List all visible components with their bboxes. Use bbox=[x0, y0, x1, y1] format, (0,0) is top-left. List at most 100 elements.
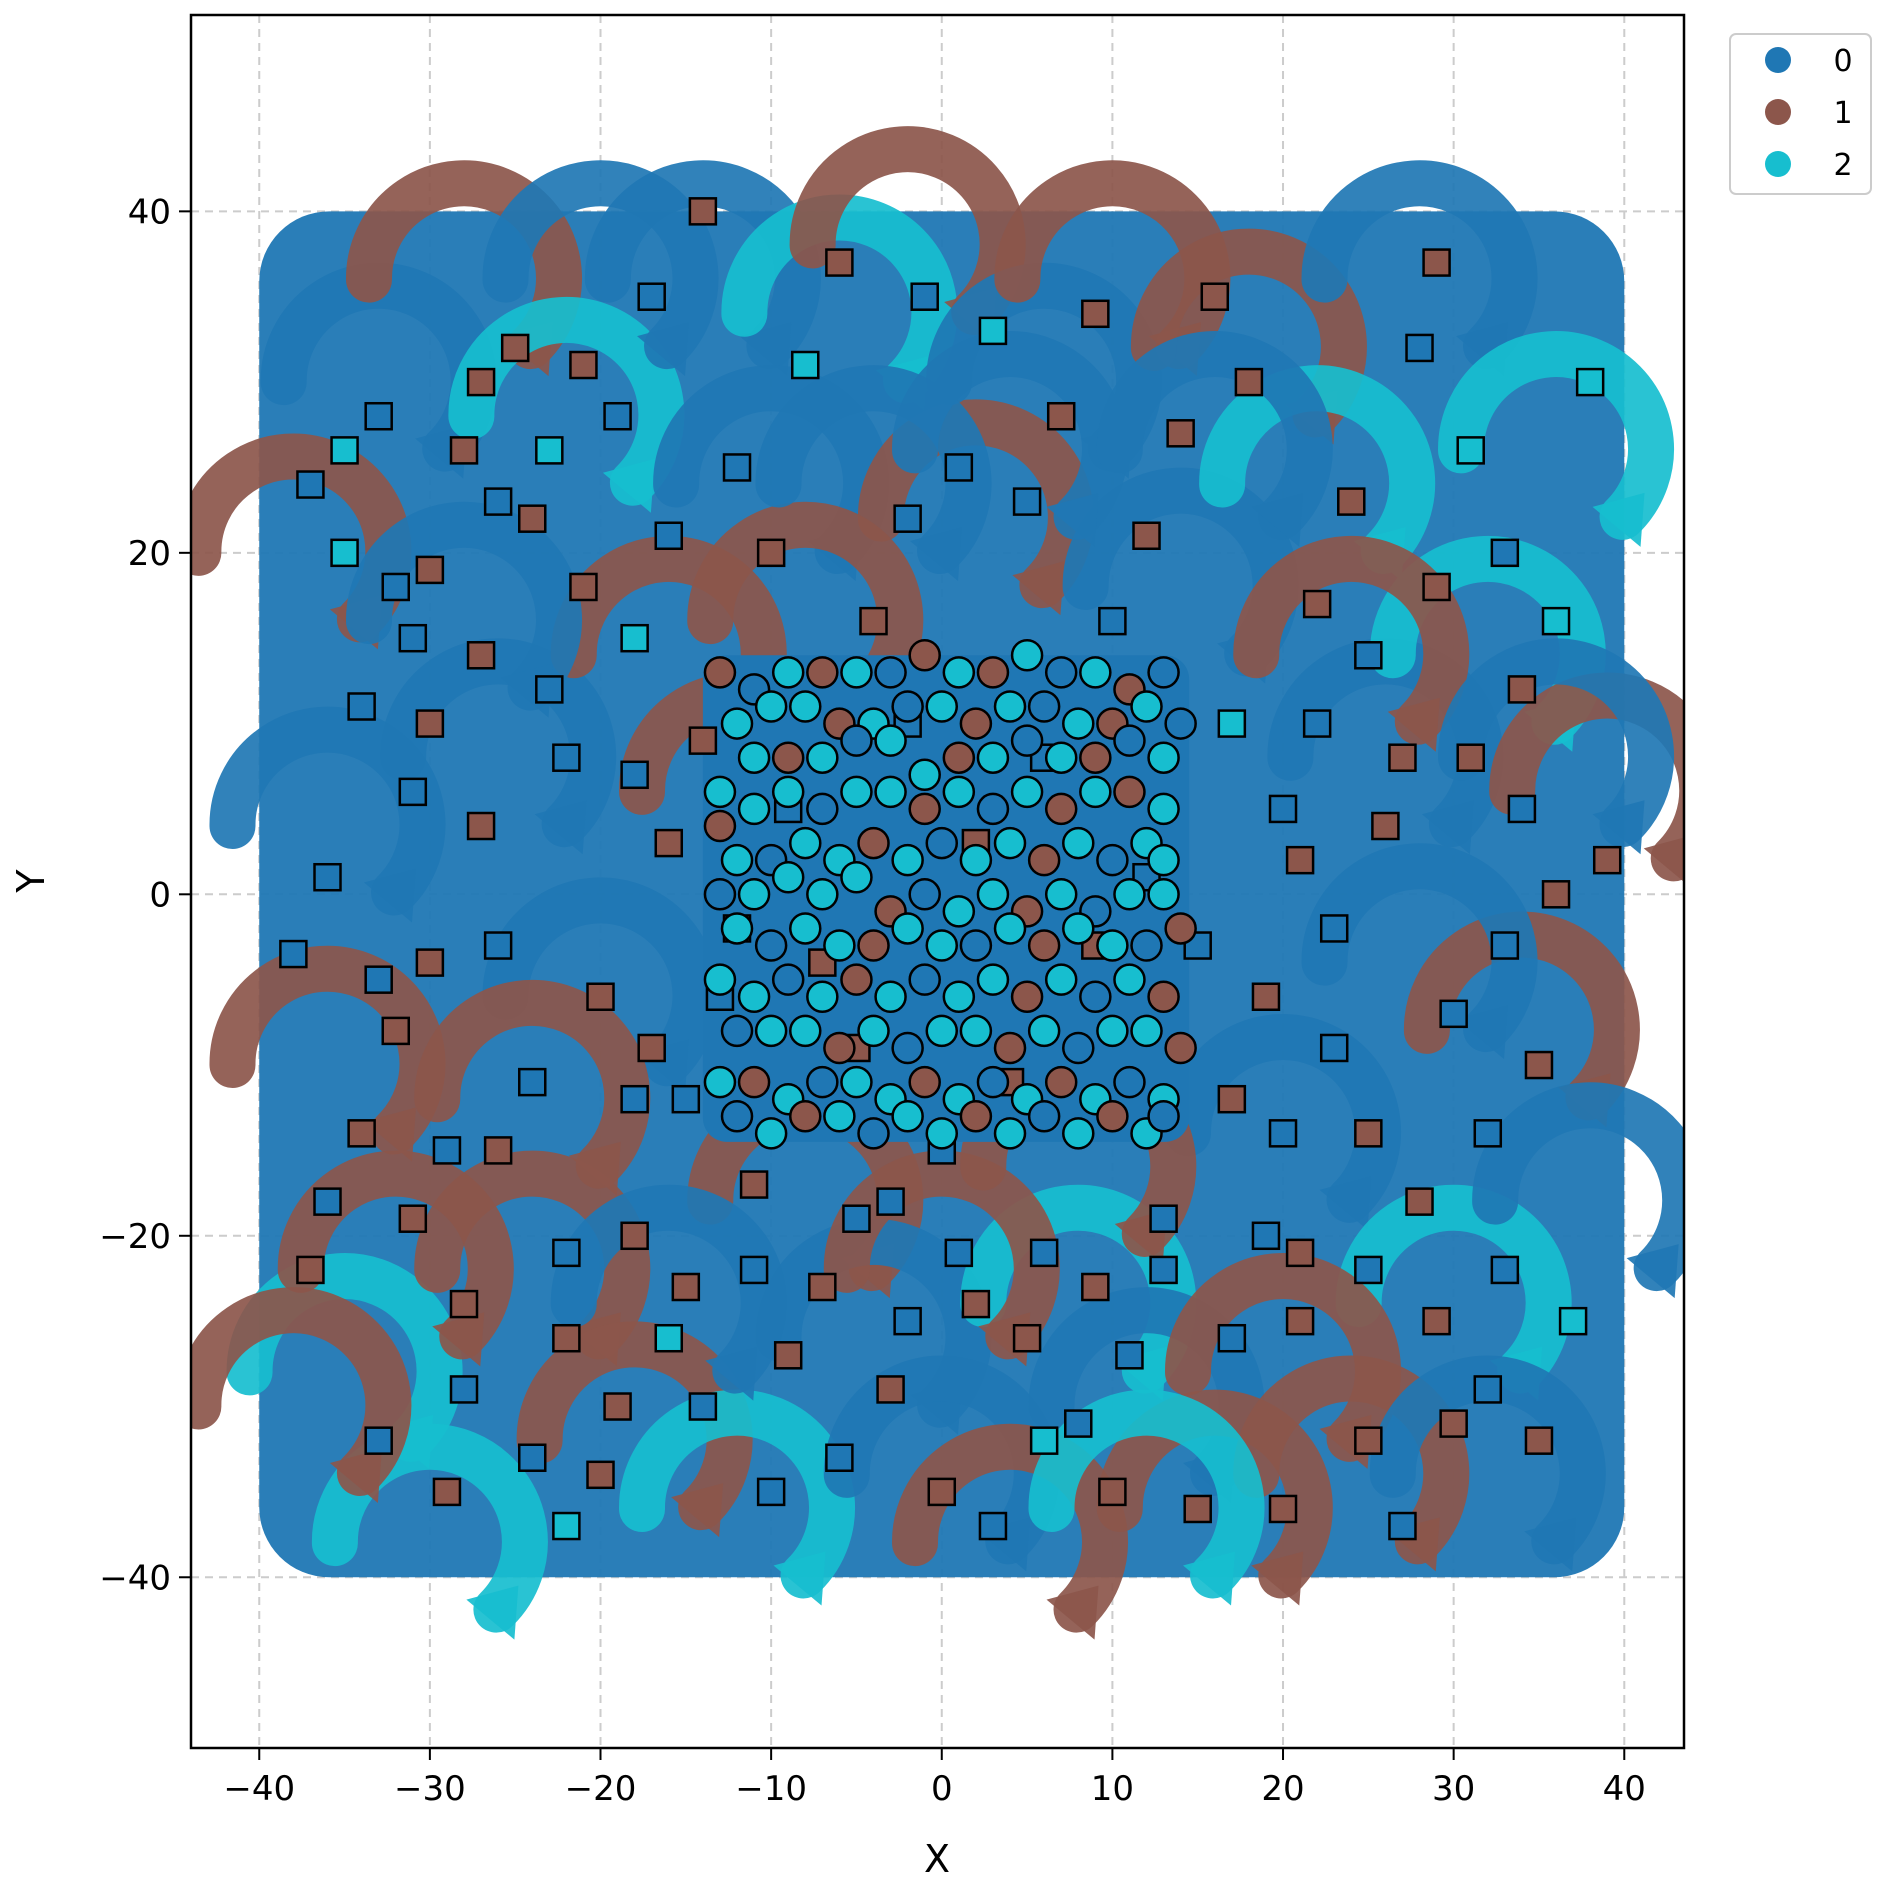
circle-point bbox=[1027, 929, 1061, 962]
circle-point bbox=[754, 1014, 788, 1048]
square-point bbox=[1507, 794, 1537, 824]
trail-arrowhead bbox=[1183, 1551, 1236, 1606]
circle-point bbox=[976, 878, 1010, 911]
square-point bbox=[603, 401, 632, 431]
circle-point bbox=[703, 775, 737, 809]
y-tick-label: 40 bbox=[128, 192, 171, 232]
square-point bbox=[364, 1426, 393, 1455]
square-point bbox=[1507, 675, 1537, 704]
circle-point bbox=[908, 878, 941, 911]
circle-point bbox=[1027, 843, 1061, 877]
circle-point bbox=[703, 1065, 737, 1099]
trail-arrowhead bbox=[432, 1312, 485, 1367]
trail-arrowhead bbox=[1456, 1005, 1509, 1060]
circle-point bbox=[1164, 912, 1197, 945]
circle-point bbox=[771, 860, 805, 894]
circle-point bbox=[959, 843, 993, 877]
square-point bbox=[1592, 845, 1622, 875]
circle-point bbox=[823, 929, 856, 962]
circle-point bbox=[1010, 775, 1044, 809]
square-point bbox=[1285, 1306, 1315, 1336]
square-point bbox=[1302, 589, 1332, 619]
circle-point bbox=[891, 912, 924, 945]
circle-point bbox=[1147, 843, 1180, 877]
trail-arc bbox=[1165, 1253, 1401, 1462]
trail-arrowhead bbox=[568, 1141, 621, 1196]
circle-point bbox=[1113, 724, 1146, 757]
square-point bbox=[398, 1204, 428, 1233]
square-point bbox=[944, 1238, 974, 1268]
legend-entry-0: 0 bbox=[1765, 44, 1853, 79]
circle-point bbox=[908, 792, 941, 826]
circle-point bbox=[925, 1014, 959, 1048]
square-point bbox=[552, 1323, 581, 1353]
circle-point bbox=[771, 741, 805, 774]
square-point bbox=[313, 862, 342, 892]
circle-point bbox=[891, 1031, 924, 1065]
square-point bbox=[1354, 1426, 1383, 1455]
legend-marker-1 bbox=[1765, 99, 1791, 125]
square-point bbox=[552, 1238, 581, 1268]
circle-point bbox=[840, 860, 873, 894]
circle-point bbox=[737, 1065, 771, 1099]
circle-point bbox=[908, 963, 941, 996]
trail-arrowhead bbox=[466, 1585, 519, 1640]
circle-point bbox=[1044, 656, 1078, 689]
square-point bbox=[1490, 538, 1520, 568]
square-point bbox=[876, 1375, 905, 1404]
circle-point bbox=[857, 1014, 890, 1048]
circle-point bbox=[857, 929, 890, 962]
square-point bbox=[1081, 1272, 1110, 1302]
circle-point bbox=[754, 929, 788, 962]
square-point bbox=[347, 1119, 376, 1148]
circle-point bbox=[737, 878, 771, 911]
circle-point bbox=[1113, 775, 1146, 809]
circle-point bbox=[823, 1031, 856, 1065]
y-tick-label: 20 bbox=[128, 534, 171, 574]
legend-label-2: 2 bbox=[1833, 148, 1852, 183]
circle-point bbox=[720, 843, 754, 877]
circle-point bbox=[959, 1100, 993, 1133]
x-tick-label: 10 bbox=[1091, 1769, 1134, 1809]
x-tick-label: −20 bbox=[565, 1769, 637, 1809]
square-point bbox=[893, 504, 922, 533]
trail-arc bbox=[1028, 1389, 1265, 1599]
circle-point bbox=[976, 792, 1010, 826]
square-point bbox=[535, 436, 564, 465]
square-point bbox=[415, 555, 445, 585]
square-point bbox=[671, 1084, 701, 1114]
y-tick-label: −40 bbox=[99, 1558, 171, 1598]
square-point bbox=[1234, 367, 1264, 397]
square-point bbox=[688, 726, 718, 755]
circle-point bbox=[976, 1065, 1010, 1099]
circle-point bbox=[857, 826, 890, 860]
trail-arrowhead bbox=[637, 322, 690, 377]
circle-point bbox=[1062, 1117, 1095, 1150]
circle-point bbox=[1010, 980, 1044, 1013]
trail-arc bbox=[414, 979, 651, 1189]
square-point bbox=[688, 1392, 718, 1421]
square-point bbox=[688, 197, 718, 226]
circle-point bbox=[720, 1100, 754, 1133]
square-point bbox=[466, 811, 496, 841]
circle-point bbox=[1027, 1100, 1061, 1133]
square-point bbox=[1439, 1409, 1468, 1438]
trail-arrowhead bbox=[1046, 492, 1099, 547]
square-point bbox=[1439, 999, 1468, 1029]
trail-arrowhead bbox=[364, 868, 417, 923]
square-point bbox=[910, 282, 939, 311]
circle-point bbox=[1044, 1065, 1078, 1099]
circle-point bbox=[959, 707, 993, 740]
square-point bbox=[1371, 811, 1400, 841]
legend-marker-2 bbox=[1765, 151, 1791, 177]
circle-point bbox=[737, 792, 771, 826]
circle-point bbox=[908, 639, 941, 672]
circle-point bbox=[789, 690, 822, 723]
circle-point bbox=[874, 980, 907, 1013]
square-point bbox=[1098, 606, 1127, 636]
circle-point bbox=[1147, 792, 1180, 826]
trail-arc bbox=[482, 160, 719, 370]
x-tick-label: −40 bbox=[223, 1769, 295, 1809]
square-point bbox=[483, 1136, 513, 1165]
circle-point bbox=[806, 792, 839, 826]
